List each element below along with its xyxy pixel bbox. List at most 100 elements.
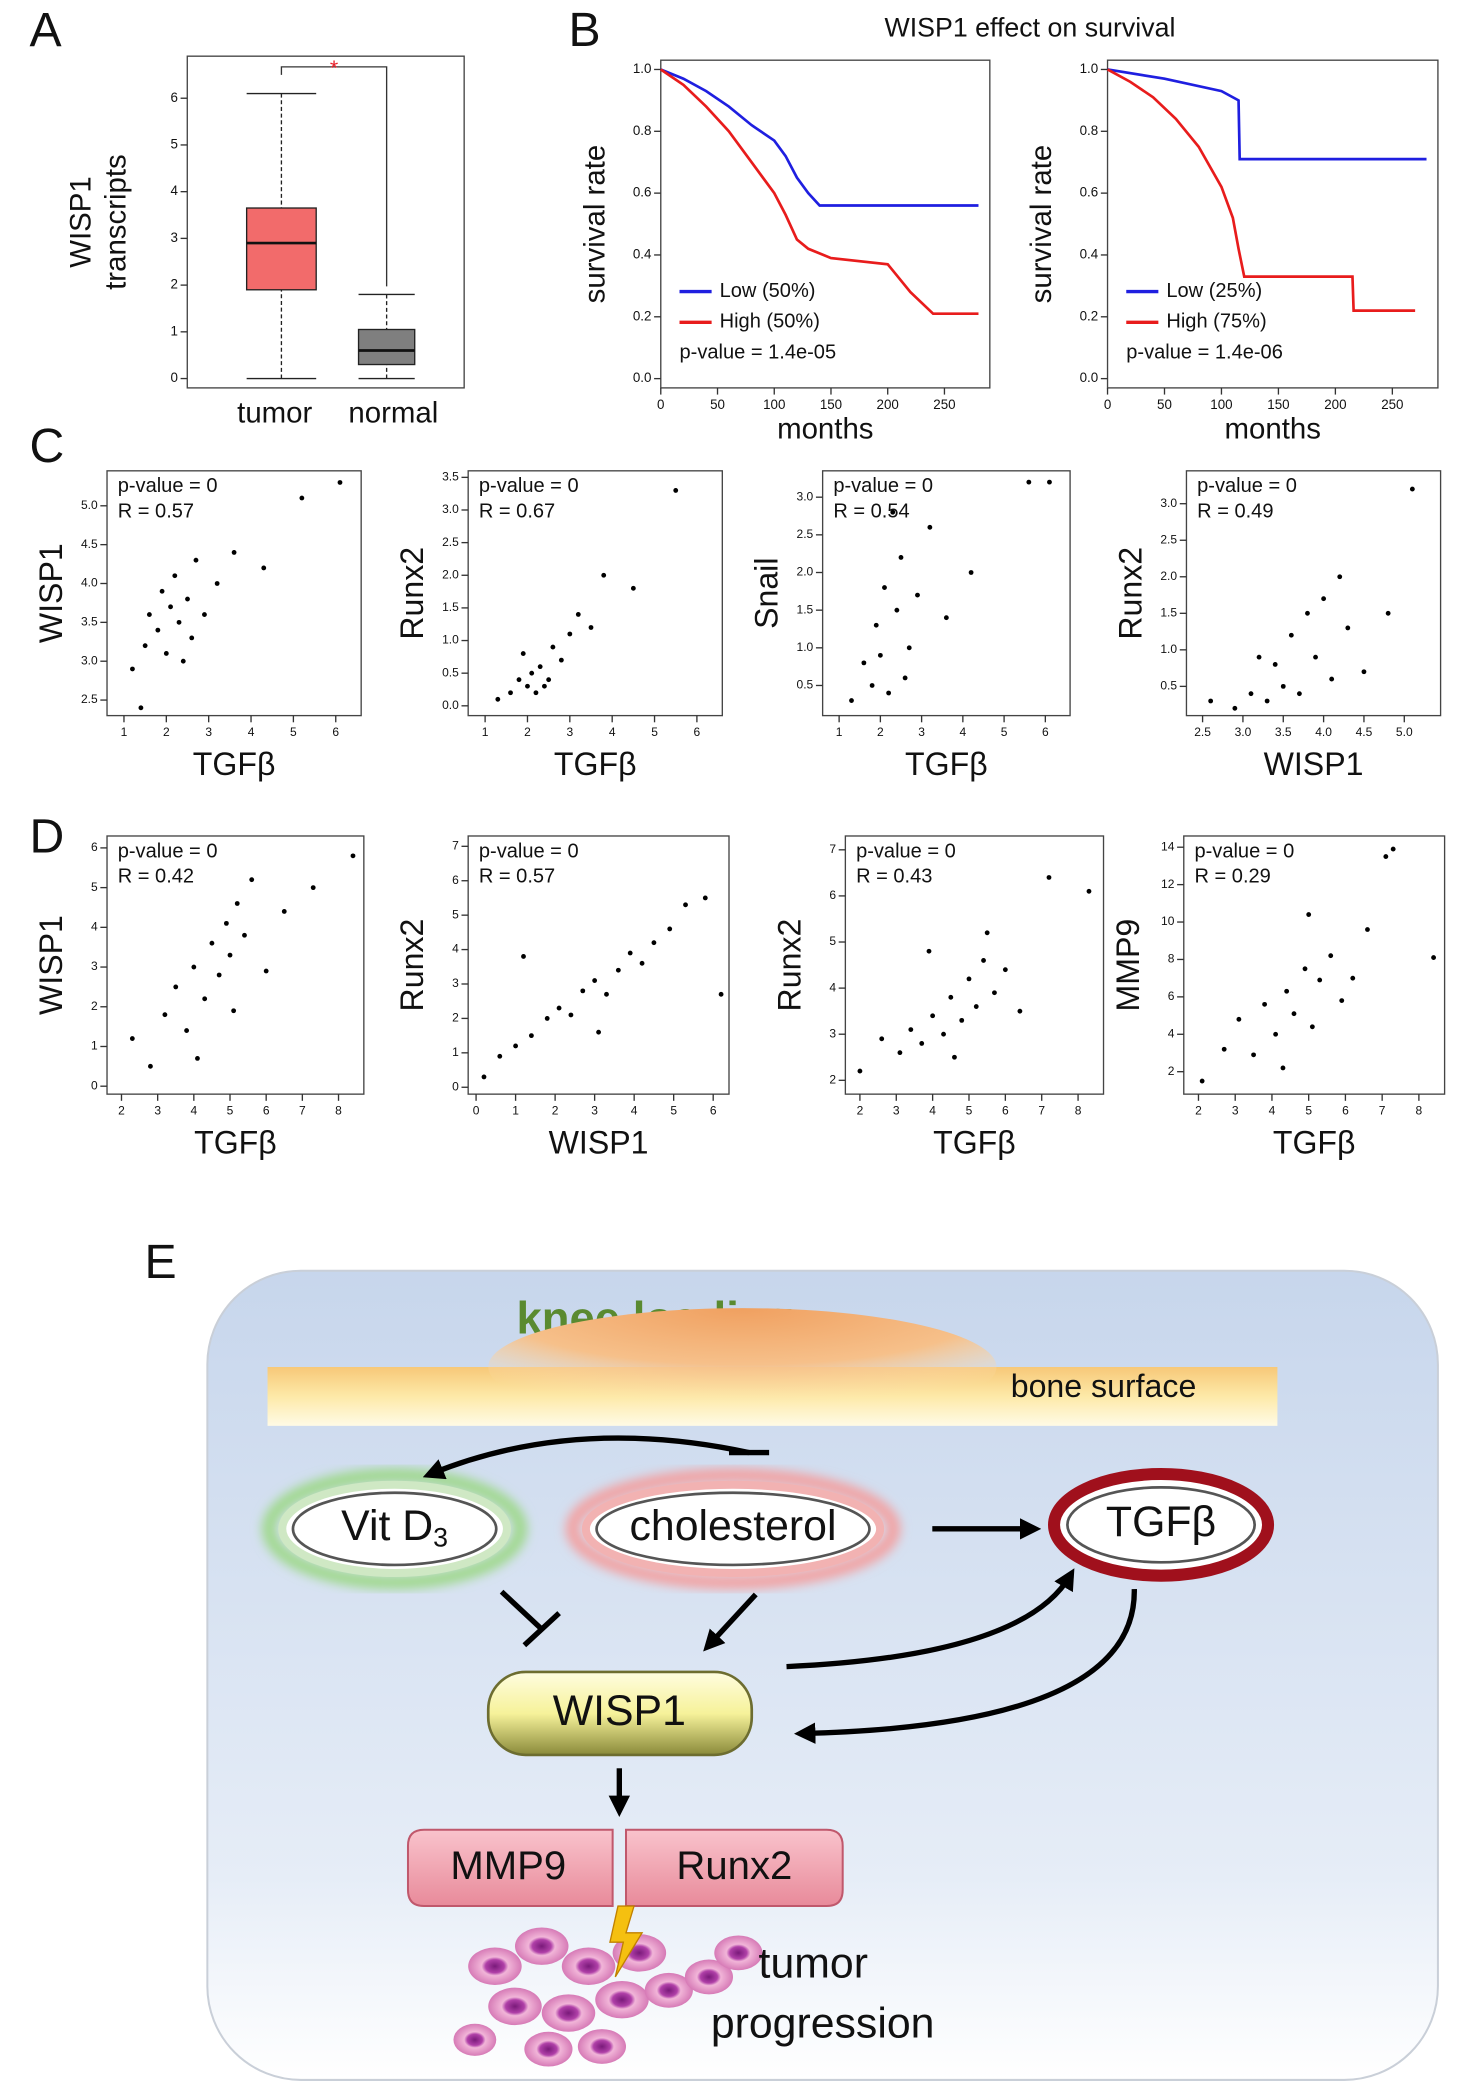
point <box>242 932 247 938</box>
y-tick-label: 0.2 <box>633 308 652 323</box>
point <box>299 495 305 501</box>
point <box>1313 654 1318 660</box>
y-tick-label: 7 <box>452 838 459 852</box>
y-tick-label: 4 <box>829 980 836 994</box>
x-tick-label: 2.5 <box>1194 725 1211 739</box>
x-tick-label: 5.0 <box>1396 725 1413 739</box>
point <box>930 1013 936 1019</box>
point <box>1409 486 1415 492</box>
point <box>533 690 539 696</box>
y-tick-label: 0.5 <box>797 678 814 692</box>
point <box>162 1012 168 1018</box>
y-tick-label: 6 <box>1168 989 1175 1003</box>
x-tick-label: 50 <box>1157 397 1172 412</box>
y-tick-label: 2.5 <box>81 692 98 706</box>
y-tick-label: 3.0 <box>81 653 98 667</box>
x-tick-label: 2 <box>163 725 170 739</box>
runx2-node <box>625 1828 844 1908</box>
point <box>1350 975 1356 981</box>
point <box>1208 698 1214 704</box>
point <box>148 1063 153 1069</box>
point <box>952 1054 957 1060</box>
point <box>941 1031 946 1037</box>
x-tick-label: 2 <box>552 1104 559 1118</box>
point <box>1309 1024 1315 1030</box>
point <box>1296 691 1302 697</box>
x-tick-label: 4 <box>190 1104 197 1118</box>
cholesterol-label: cholesterol <box>630 1502 837 1550</box>
x-tick-label: 6 <box>1042 725 1049 739</box>
point <box>1017 1008 1023 1014</box>
panel-label: E <box>144 1235 176 1289</box>
y-tick-label: 2 <box>1168 1064 1175 1078</box>
y-tick-label: 2.0 <box>442 567 459 581</box>
vitd-text: Vit D <box>341 1502 433 1550</box>
point <box>520 651 526 657</box>
point <box>981 958 986 963</box>
y-tick-label: 4 <box>1168 1026 1175 1040</box>
point <box>915 592 920 598</box>
y-tick-label: 0 <box>170 370 177 385</box>
x-tick-label: 6 <box>710 1104 717 1118</box>
y-tick-label: 0.5 <box>442 665 459 679</box>
y-tick-label: 0.4 <box>633 246 652 261</box>
annotation: p-value = 1.4e-05 <box>680 341 837 363</box>
x-tick-label: 250 <box>1381 397 1403 412</box>
point <box>1288 632 1294 638</box>
x-tick-label: 8 <box>1075 1104 1082 1118</box>
point <box>550 644 556 650</box>
point <box>180 658 186 664</box>
y-tick-label: 4.5 <box>81 537 98 551</box>
y-tick-label: 1 <box>452 1045 459 1059</box>
point <box>1199 1078 1205 1084</box>
y-tick-label: 4.0 <box>81 576 98 590</box>
annotation: R = 0.57 <box>118 501 194 523</box>
y-tick-label: 8 <box>1168 952 1175 966</box>
x-tick-label: 5 <box>966 1104 973 1118</box>
y-axis-label: WISP1 <box>33 543 69 643</box>
point <box>281 909 287 914</box>
y-tick-label: 1.0 <box>1160 642 1177 656</box>
tgfb-label: TGFβ <box>1106 1498 1216 1546</box>
x-tick-label: 1 <box>512 1104 519 1118</box>
annotation: R = 0.43 <box>856 866 932 888</box>
x-tick-label: 8 <box>335 1104 342 1118</box>
point <box>627 950 633 956</box>
point <box>261 565 267 571</box>
point <box>601 572 607 578</box>
y-tick-label: 6 <box>452 873 459 887</box>
annotation: p-value = 0 <box>1194 840 1294 862</box>
annotation: p-value = 0 <box>856 840 956 862</box>
plot-frame <box>660 59 991 389</box>
panel-label: B <box>568 3 600 57</box>
lightning <box>609 1905 644 1978</box>
bone-dome <box>488 1308 997 1426</box>
point <box>857 1068 863 1074</box>
x-tick-label: 3.5 <box>1275 725 1292 739</box>
point <box>1248 691 1254 697</box>
point <box>1361 669 1367 675</box>
point <box>263 968 269 974</box>
y-tick-label: 7 <box>829 842 836 856</box>
point <box>630 585 636 591</box>
y-tick-label: 4 <box>170 183 178 198</box>
y-tick-label: 3.5 <box>81 615 98 629</box>
point <box>529 670 535 676</box>
y-tick-label: 5 <box>170 136 177 151</box>
point <box>1026 479 1032 485</box>
x-tick-label: 100 <box>1210 397 1232 412</box>
y-tick-label: 3 <box>452 976 459 990</box>
x-tick-label: 3 <box>566 725 573 739</box>
point <box>146 612 152 617</box>
point <box>1256 654 1262 660</box>
y-tick-label: 4 <box>452 942 459 956</box>
x-tick-label: 8 <box>1416 1104 1423 1118</box>
x-tick-label: 4 <box>960 725 967 739</box>
point <box>1002 967 1008 973</box>
panel-e-diagram: knee loading bone surface Vit D3 cholest… <box>206 1269 1439 2081</box>
point <box>869 683 875 688</box>
y-tick-label: 1.0 <box>1080 61 1099 76</box>
plot-frame <box>467 470 723 717</box>
point <box>525 683 530 689</box>
